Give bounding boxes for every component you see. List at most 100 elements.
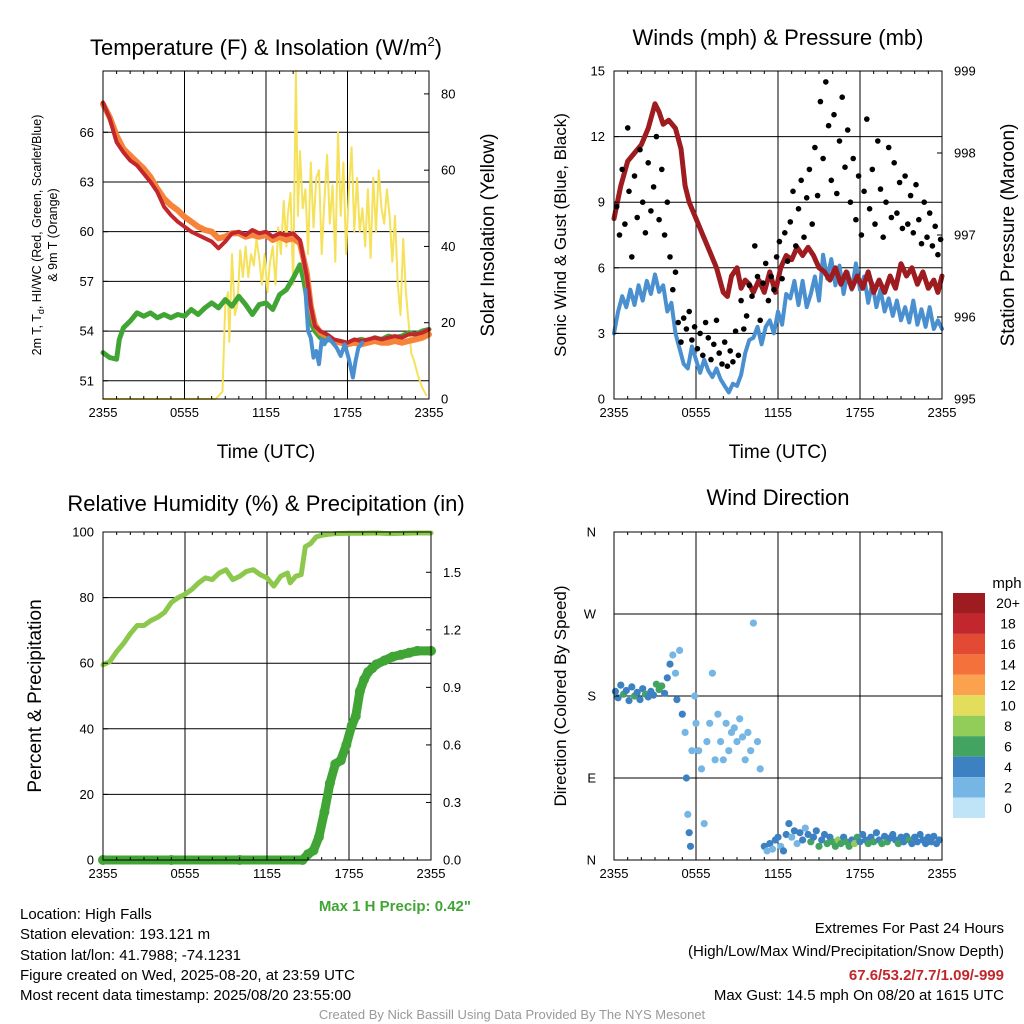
relative-humidity-line	[100, 530, 434, 668]
gust-point	[937, 236, 944, 243]
wind-direction-point	[711, 756, 719, 764]
wind-chart-title: Winds (mph) & Pressure (mb)	[633, 25, 924, 50]
wind-direction-point	[818, 836, 826, 844]
rh-chart-title: Relative Humidity (%) & Precipitation (i…	[67, 491, 464, 516]
gust-point	[877, 186, 884, 192]
temp-y-right-axis-label: Solar Insolation (Yellow)	[478, 133, 499, 336]
temp-x-axis-label: Time (UTC)	[217, 442, 316, 463]
wind-direction-point	[747, 747, 755, 755]
rh-y-tick-label: 40	[80, 721, 94, 736]
temp-y-label-a: 2m T, T	[30, 314, 44, 356]
wind-y-right-tick-label: 999	[954, 64, 976, 79]
wind-direction-point	[889, 830, 897, 839]
legend-swatch	[953, 715, 985, 737]
wdir-y-tick-label: E	[587, 771, 596, 786]
gust-point	[659, 166, 665, 173]
gust-point	[836, 138, 843, 144]
wind-direction-point	[650, 691, 658, 699]
wind-y-tick-label: 3	[598, 326, 605, 341]
precipitation-point	[359, 674, 369, 685]
temp-y-axis-label-line2: & 9m T (Orange)	[46, 188, 60, 281]
speed-legend: mph 20+ 18 16 14 12 10 8 6 4 2 0	[953, 575, 1022, 818]
gust-point	[844, 127, 851, 133]
rh-x-tick-label: 1155	[253, 866, 281, 881]
temp-x-tick-label: 0555	[170, 405, 199, 420]
gust-point	[809, 221, 815, 227]
extremes-info: Extremes For Past 24 Hours (High/Low/Max…	[688, 919, 1004, 1006]
rh-y-right-tick-label: 0.9	[443, 680, 461, 695]
wind-direction-point	[684, 810, 692, 819]
precipitation-point	[308, 845, 319, 856]
extremes-title: Extremes For Past 24 Hours	[814, 920, 1004, 937]
wind-direction-point	[774, 833, 782, 841]
gust-point	[752, 243, 758, 249]
gust-point	[689, 337, 695, 343]
gust-point	[855, 173, 862, 179]
gust-point	[708, 356, 714, 363]
gust-point	[932, 223, 938, 230]
wdir-y-tick-label: S	[587, 689, 596, 704]
speed-legend-title: mph	[992, 575, 1021, 592]
gust-point	[782, 230, 788, 236]
wind-y-tick-label: 0	[598, 392, 605, 407]
temp-chart-title: Temperature (F) & Insolation (W/m2)	[90, 34, 442, 60]
legend-swatch	[953, 613, 985, 634]
wind-direction-point	[658, 682, 666, 690]
wind-direction-point	[695, 747, 703, 755]
gust-point	[891, 160, 897, 166]
gust-point	[929, 243, 936, 249]
extremes-subtitle: (High/Low/Max Wind/Precipitation/Snow De…	[688, 943, 1004, 961]
gust-point	[721, 339, 728, 345]
gust-point	[899, 225, 906, 232]
gust-point	[757, 317, 763, 324]
gust-point	[850, 155, 856, 162]
wind-x-tick-label: 2355	[600, 405, 629, 420]
wind-y-tick-label: 9	[598, 195, 605, 210]
wind-direction-point	[749, 619, 758, 627]
legend-label: 10	[1000, 698, 1016, 714]
gust-point	[678, 339, 684, 345]
precipitation-point	[313, 832, 324, 842]
precipitation-point	[346, 720, 357, 731]
wind-direction-point	[736, 715, 744, 723]
wind-direction-point	[628, 683, 636, 691]
gust-point	[754, 273, 761, 280]
gust-point	[622, 221, 628, 227]
gust-point	[672, 269, 679, 276]
wind-direction-point	[864, 840, 872, 848]
gust-point	[776, 238, 783, 245]
gust-point	[773, 254, 780, 260]
wind-direction-point	[809, 833, 818, 841]
temp-y-label-b: , HI/WC (Red, Green, Scarlet/Blue)	[30, 115, 44, 310]
legend-swatch	[953, 756, 985, 778]
wdir-x-tick-label: 0555	[682, 866, 711, 881]
temp-x-tick-label: 2355	[415, 405, 444, 420]
gust-point	[616, 232, 623, 238]
wind-direction-point	[714, 710, 722, 718]
gust-point	[675, 319, 681, 326]
wind-y-right-tick-label: 997	[954, 228, 976, 243]
wdir-series	[611, 619, 943, 855]
gust-point	[806, 166, 813, 173]
legend-label: 4	[1004, 759, 1012, 775]
gust-point	[831, 111, 837, 118]
gust-point	[683, 326, 690, 332]
gust-point	[670, 286, 676, 293]
gust-point	[907, 192, 914, 199]
precipitation-point	[404, 647, 415, 658]
wdir-x-tick-label: 2355	[928, 866, 957, 881]
wind-direction-point	[766, 840, 774, 848]
gust-point	[921, 199, 927, 205]
rh-y-tick-label: 80	[80, 590, 94, 605]
pressure-line	[611, 101, 945, 299]
wdir-y-tick-label: W	[584, 607, 597, 622]
wind-direction-point	[872, 829, 881, 837]
gust-point	[905, 221, 911, 227]
wind-direction-point	[796, 829, 804, 837]
gust-point	[749, 293, 755, 300]
gust-point	[727, 348, 733, 354]
precipitation-point	[350, 711, 361, 722]
wind-direction-point	[900, 838, 908, 846]
legend-swatch	[953, 736, 985, 757]
